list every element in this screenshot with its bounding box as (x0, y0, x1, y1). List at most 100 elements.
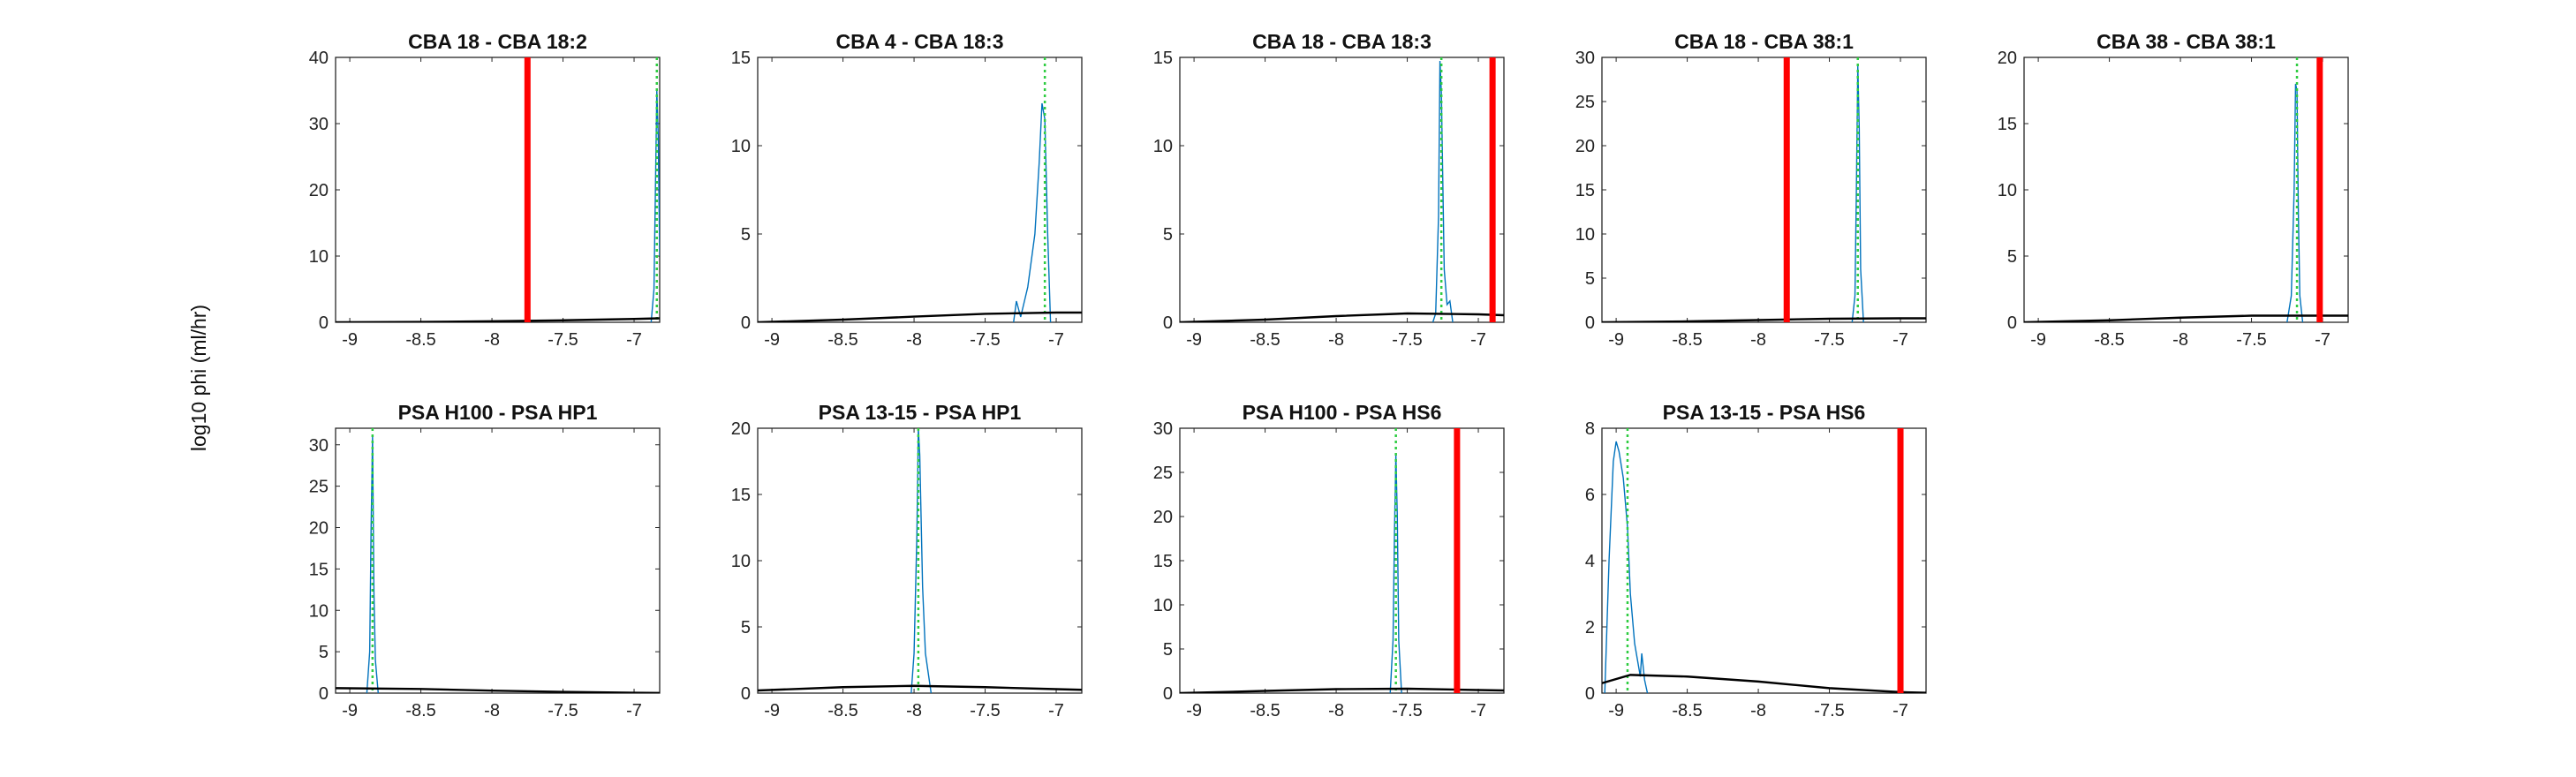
y-tick-label: 2 (1585, 618, 1595, 637)
plot-area (1602, 428, 1926, 693)
y-tick-label: 10 (1575, 225, 1595, 245)
y-tick-label: 6 (1585, 486, 1595, 505)
prior-curve (1602, 674, 1926, 693)
y-tick-label: 20 (731, 419, 751, 439)
x-tick-label: -7.5 (548, 701, 578, 720)
subplot-7: PSA 13-15 - PSA HP1 -9 -8.5 -8 -7.5 -7 0 5 10 15 2… (731, 401, 1083, 720)
plot-area (1180, 57, 1504, 322)
x-tick-label: -7.5 (2236, 330, 2266, 350)
x-tick-label: -8 (906, 701, 922, 720)
x-tick-label: -8.5 (405, 701, 435, 720)
y-tick-label: 5 (2007, 247, 2017, 267)
posterior-histogram (1604, 441, 1649, 693)
x-tick-label: -7 (1048, 330, 1064, 350)
axes-box (757, 57, 1083, 323)
axes-box (335, 57, 661, 323)
subplot-title: PSA H100 - PSA HS6 (1243, 401, 1442, 424)
x-tick-label: -7.5 (1392, 701, 1422, 720)
y-tick-label: 10 (309, 601, 329, 621)
y-tick-label: 0 (741, 313, 751, 333)
x-tick-label: -8 (1328, 330, 1344, 350)
x-tick-label: -8 (2172, 330, 2188, 350)
y-tick-label: 0 (1163, 684, 1173, 704)
plot-area (336, 57, 660, 322)
posterior-histogram (650, 90, 660, 322)
y-axis-label: log10 phi (ml/hr) (187, 304, 210, 452)
prior-curve (758, 684, 1082, 692)
x-tick-label: -9 (764, 701, 780, 720)
plot-area (1602, 57, 1926, 322)
subplot-title: CBA 38 - CBA 38:1 (2096, 30, 2276, 53)
x-tick-label: -8.5 (827, 330, 857, 350)
plot-area (1180, 428, 1504, 693)
axes-box (1179, 57, 1505, 323)
x-tick-label: -8.5 (405, 330, 435, 350)
x-tick-label: -9 (342, 330, 358, 350)
y-tick-label: 30 (309, 436, 329, 456)
y-tick-label: 5 (741, 225, 751, 245)
x-tick-label: -8 (906, 330, 922, 350)
y-tick-label: 10 (309, 247, 329, 267)
x-tick-label: -7 (1048, 701, 1064, 720)
x-tick-label: -9 (1608, 330, 1624, 350)
axes-box (335, 427, 661, 694)
y-tick-label: 0 (2007, 313, 2017, 333)
posterior-histogram (2286, 83, 2304, 322)
x-tick-label: -7 (626, 330, 642, 350)
y-tick-label: 5 (741, 618, 751, 637)
axes-box (1601, 57, 1927, 323)
axes-box (1601, 427, 1927, 694)
y-tick-label: 20 (309, 519, 329, 539)
x-tick-label: -7 (1470, 701, 1486, 720)
x-tick-label: -7.5 (970, 330, 1000, 350)
subplot-title: PSA H100 - PSA HP1 (398, 401, 598, 424)
x-tick-label: -7.5 (548, 330, 578, 350)
subplot-title: CBA 4 - CBA 18:3 (836, 30, 1004, 53)
y-tick-label: 10 (1153, 596, 1173, 615)
y-tick-label: 10 (1153, 137, 1173, 156)
y-tick-label: 0 (1585, 313, 1595, 333)
x-tick-label: -7.5 (1814, 701, 1844, 720)
prior-curve (2024, 314, 2348, 322)
y-tick-label: 15 (1153, 49, 1173, 68)
y-tick-label: 0 (319, 313, 329, 333)
x-tick-label: -7 (1470, 330, 1486, 350)
x-tick-label: -9 (342, 701, 358, 720)
y-tick-label: 15 (1998, 115, 2017, 134)
y-tick-label: 0 (319, 684, 329, 704)
y-tick-label: 30 (309, 115, 329, 134)
x-tick-label: -8.5 (1250, 701, 1280, 720)
x-tick-label: -8.5 (1672, 330, 1702, 350)
subplot-title: PSA 13-15 - PSA HP1 (819, 401, 1022, 424)
prior-curve (1180, 312, 1504, 322)
plot-area (758, 428, 1082, 693)
subplot-1: CBA 18 - CBA 18:2 -9 -8.5 -8 -7.5 -7 0 10 20 30 40 (309, 30, 661, 350)
subplot-title: PSA 13-15 - PSA HS6 (1663, 401, 1866, 424)
posterior-histogram (1432, 60, 1454, 322)
x-tick-label: -8 (484, 330, 500, 350)
x-tick-label: -9 (1186, 330, 1202, 350)
y-tick-label: 15 (731, 49, 751, 68)
plot-area (2024, 57, 2348, 322)
x-tick-label: -9 (1608, 701, 1624, 720)
y-tick-label: 8 (1585, 419, 1595, 439)
y-tick-label: 10 (731, 137, 751, 156)
subplot-5: CBA 38 - CBA 38:1 -9 -8.5 -8 -7.5 -7 0 5 10 15 20 (1998, 30, 2349, 350)
y-tick-label: 30 (1153, 419, 1173, 439)
y-tick-label: 4 (1585, 552, 1595, 571)
y-tick-label: 20 (1998, 49, 2017, 68)
y-tick-label: 40 (309, 49, 329, 68)
subplot-2: CBA 4 - CBA 18:3 -9 -8.5 -8 -7.5 -7 0 5 10 15 (731, 30, 1083, 350)
y-tick-label: 5 (319, 643, 329, 662)
y-tick-label: 20 (1575, 137, 1595, 156)
subplot-title: CBA 18 - CBA 18:3 (1252, 30, 1432, 53)
y-tick-label: 15 (1153, 552, 1173, 571)
subplot-title: CBA 18 - CBA 18:2 (408, 30, 587, 53)
x-tick-label: -8.5 (1672, 701, 1702, 720)
x-tick-label: -7 (1892, 330, 1908, 350)
x-tick-label: -8 (484, 701, 500, 720)
subplot-6: PSA H100 - PSA HP1 -9 -8.5 -8 -7.5 -7 0 5 10 15 20… (309, 401, 661, 720)
plot-area (336, 428, 660, 693)
subplot-4: CBA 18 - CBA 38:1 -9 -8.5 -8 -7.5 -7 0 5 10 15 20 2… (1575, 30, 1927, 350)
